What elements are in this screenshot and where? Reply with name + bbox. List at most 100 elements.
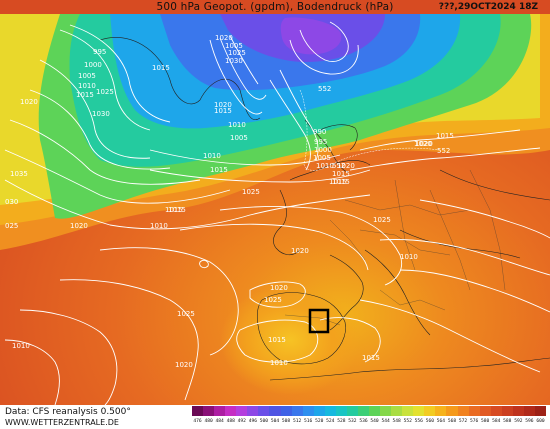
isobar-label: 1010 [150,222,168,230]
legend-swatch [380,406,392,416]
isobar-label: 1015 [332,178,350,186]
legend-swatch [291,406,303,416]
isobar-label: 1015 [329,178,347,186]
isobar-label: 1015 [268,336,286,344]
legend-swatch [413,406,425,416]
legend-tick-label: 488 [226,419,235,424]
legend-swatch [258,406,270,416]
isobar-label: 1020 [270,284,288,292]
legend-tick-labels: 476 480 484 488 492 496 500 504 508 512 516 520 524 5… [192,417,546,427]
isobar-label: 1025 [373,216,391,224]
isobar-label: 995 [93,48,106,56]
deep-low [280,17,342,55]
isobar-label: 1010 [203,152,221,160]
iberia-warm-spot [220,285,360,395]
isobar-label: 1035 [10,170,28,178]
isobar-label: 1025 [242,188,260,196]
legend-tick-label: 560 [425,419,434,424]
isobar-label: 1010 [228,121,246,129]
map-timestamp: ???,29OCT2024 18Z [438,2,538,12]
isobar-label: 1025 [177,310,195,318]
isobar-label: 1010 [12,342,30,350]
legend-tick-label: 524 [326,419,335,424]
legend-swatch [203,406,215,416]
legend-swatch [402,406,414,416]
borders [284,169,506,326]
isobar-label: 1025 [228,49,246,57]
legend-swatch [479,406,491,416]
isobar-label: 1020 [414,140,432,148]
isobar-labels: 9951000100510101015102010251030103503002… [5,34,454,369]
legend-tick-label: 600 [536,419,545,424]
isobar-label: 1010 [400,253,418,261]
legend-tick-label: 536 [359,419,368,424]
legend-tick-label: 484 [215,419,224,424]
isobar-label: 552 [332,162,345,170]
legend-swatch [357,406,369,416]
isobars [4,21,550,405]
legend-tick-label: 476 [193,419,202,424]
website-text: WWW.WETTERZENTRALE.DE [5,418,119,427]
isobar-label: 1020 [214,101,232,109]
color-legend: 476 480 484 488 492 496 500 504 508 512 516 520 524 5… [192,406,546,428]
isobar-label: 1010 [78,82,96,90]
legend-color-bar [192,406,546,416]
selected-region-frame [308,308,330,334]
geopotential-map: 9951000100510101015102010251030103503002… [0,0,550,405]
legend-tick-label: 572 [458,419,468,424]
legend-swatch [280,406,292,416]
legend-swatch [247,406,259,416]
legend-tick-label: 500 [259,419,269,424]
legend-tick-label: 496 [248,419,257,424]
isobar-label: 1015 [332,170,350,178]
isobar-label: 552 [318,85,331,93]
legend-tick-label: 512 [292,419,302,424]
legend-swatch [346,406,358,416]
legend-swatch [424,406,436,416]
legend-swatch [214,406,226,416]
legend-tick-label: 588 [503,419,512,424]
isobar-label: 1015 [165,206,183,214]
legend-tick-label: 568 [447,419,457,424]
data-source-text: Data: CFS reanalysis 0.500° [5,407,131,417]
legend-tick-label: 580 [481,419,490,424]
legend-tick-label: 552 [403,419,412,424]
legend-tick-label: 516 [304,419,313,424]
legend-tick-label: 556 [414,419,423,424]
legend-swatch [324,406,336,416]
isobar-label: 1005 [230,134,248,142]
legend-tick-label: 504 [270,419,280,424]
isobar-label: 1020 [337,162,355,170]
isobar-label: 1020 [291,247,309,255]
legend-swatch [192,406,204,416]
isobar-label: 1015 [152,64,170,72]
isobar-label: 1025 [96,88,114,96]
isobar-label: 995 [314,138,327,146]
isobar-label: 1005 [225,42,243,50]
isobar-label: 1015 [362,354,380,362]
isobar-label: 030 [5,198,18,206]
isobar-label: 1015 [76,91,94,99]
legend-tick-label: 584 [492,419,501,424]
legend-tick-label: 544 [381,419,390,424]
legend-swatch [512,406,524,416]
footer: Data: CFS reanalysis 0.500° WWW.WETTERZE… [0,405,550,429]
isobar-label: 1030 [225,57,243,65]
legend-swatch [302,406,314,416]
legend-swatch [236,406,248,416]
map-title: 500 hPa Geopot. (gpdm), Bodendruck (hPa) [156,1,394,13]
legend-tick-label: 564 [436,419,446,424]
legend-tick-label: 592 [514,419,523,424]
isobar-label: 1000 [314,146,332,154]
legend-swatch [446,406,458,416]
legend-swatch [468,406,480,416]
legend-swatch [501,406,513,416]
legend-swatch [369,406,381,416]
legend-tick-label: 596 [525,419,534,424]
legend-tick-label: 528 [337,419,346,424]
isobar-label: 1020 [215,34,233,42]
legend-swatch [490,406,502,416]
legend-tick-label: 548 [392,419,401,424]
legend-swatch [335,406,347,416]
